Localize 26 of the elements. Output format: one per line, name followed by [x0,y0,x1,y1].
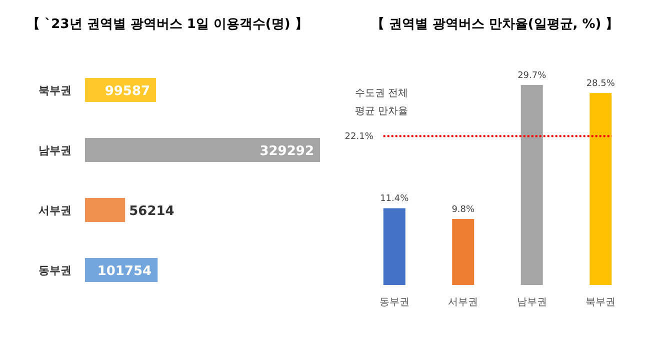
chart-title: 【 `23년 권역별 광역버스 1일 이용객수(명) 】 [27,16,308,32]
bar [85,138,320,162]
text: 22.1% [344,132,374,142]
x-tick-label: 북부권 [586,297,616,308]
x-tick-label: 동부권 [379,297,410,308]
data-label: 99587 [104,84,150,99]
data-label: 11.4% [380,194,410,204]
chart-title: 【 권역별 광역버스 만차율(일평균, %) 】 [371,16,619,32]
y-tick-label: 동부권 [38,264,72,277]
bar [85,198,126,222]
data-label: 28.5% [586,79,616,90]
y-tick-label: 서부권 [38,204,72,217]
x-tick-label: 남부권 [516,297,547,308]
y-tick-label: 남부권 [38,144,72,157]
bar [590,93,612,285]
data-label: 56214 [129,204,174,219]
data-label: 29.7% [518,71,547,81]
bar [520,85,543,285]
data-label: 329292 [260,144,314,159]
bar [452,219,474,285]
x-tick-label: 서부권 [448,297,478,308]
ref-line-label: 수도권 전체 평균 만차율 [355,88,408,118]
data-label: 101754 [97,264,152,279]
bar [383,208,406,285]
y-tick-label: 북부권 [38,84,72,97]
data-label: 9.8% [452,205,475,216]
